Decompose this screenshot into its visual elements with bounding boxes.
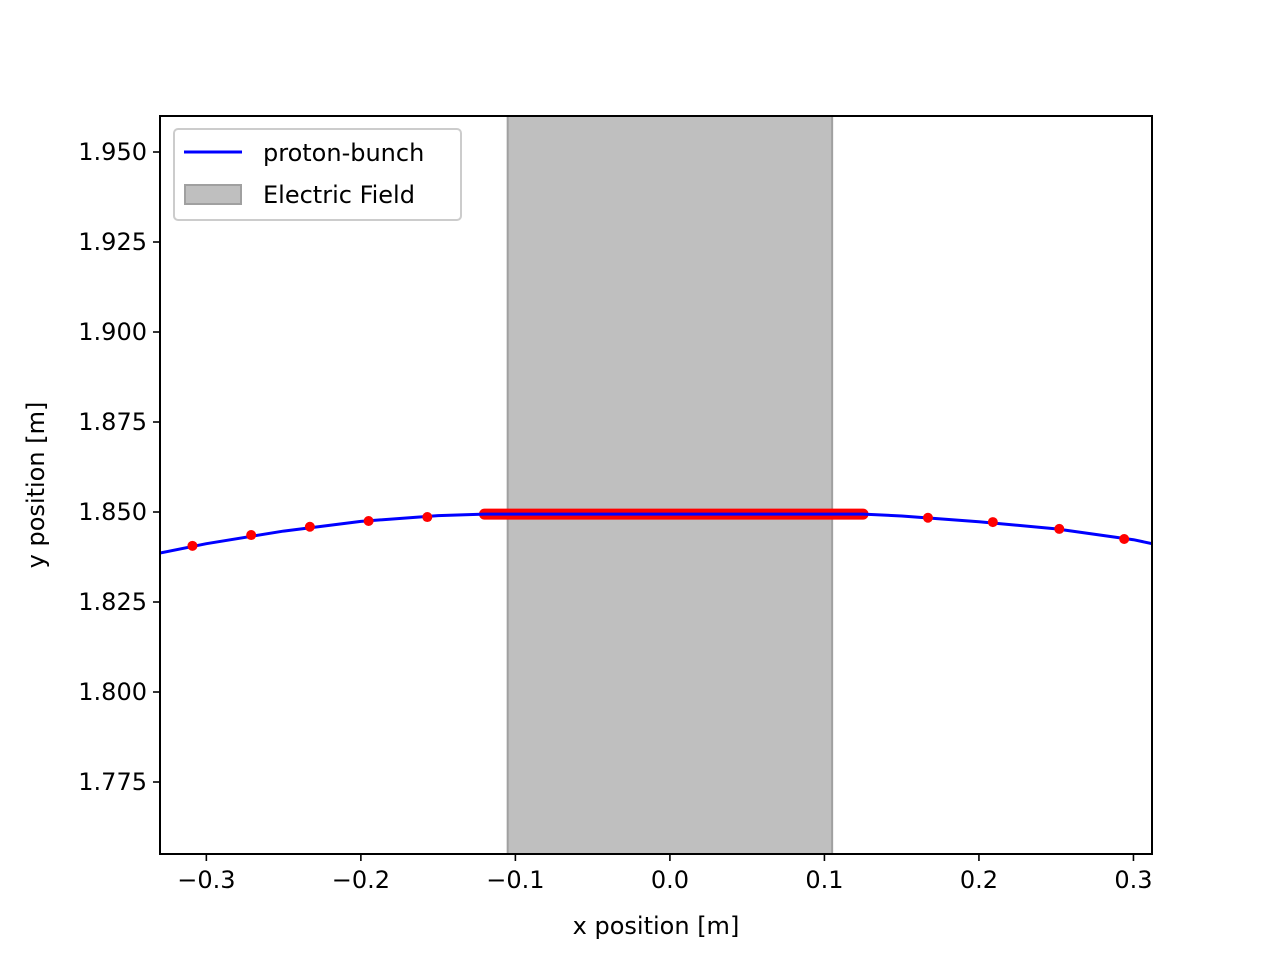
proton-marker [187,540,198,551]
x-tick-label: 0.0 [651,866,689,894]
y-tick-label: 1.925 [78,228,147,256]
plot-frame [159,115,1153,855]
y-tick-label: 1.850 [78,498,147,526]
plot-content [160,116,1152,854]
y-tick-label: 1.800 [78,678,147,706]
legend-label-electric-field: Electric Field [263,181,415,209]
proton-marker [1054,523,1065,534]
electric-field-region [507,116,833,854]
y-axis-label: y position [m] [22,402,50,569]
x-tick-label: 0.2 [960,866,998,894]
x-tick-label: −0.1 [486,866,544,894]
x-tick-label: −0.2 [332,866,390,894]
y-tick-label: 1.900 [78,318,147,346]
legend-region-swatch [184,184,242,205]
y-tick-label: 1.825 [78,588,147,616]
y-tick-label: 1.875 [78,408,147,436]
axes-layer: −0.3 −0.2 −0.1 0.0 0.1 0.2 0.3 1.775 1.800 1.825 1… [78,115,1153,894]
x-tick-label: 0.1 [805,866,843,894]
proton-marker [922,512,933,523]
markers-layer [187,512,1130,551]
legend: proton-bunch Electric Field [173,128,462,221]
legend-frame [173,128,462,221]
x-tick-label: 0.3 [1114,866,1152,894]
proton-marker [304,521,315,532]
proton-marker [422,512,433,523]
x-tick-label: −0.3 [177,866,235,894]
y-tick-label: 1.950 [78,138,147,166]
proton-marker [1119,534,1130,544]
proton-marker [987,517,998,528]
regions-layer [506,116,834,854]
y-tick-label: 1.775 [78,768,147,796]
proton-marker [363,516,374,526]
x-axis-label: x position [m] [573,912,740,940]
proton-marker [246,530,257,541]
legend-label-proton-bunch: proton-bunch [263,139,424,167]
